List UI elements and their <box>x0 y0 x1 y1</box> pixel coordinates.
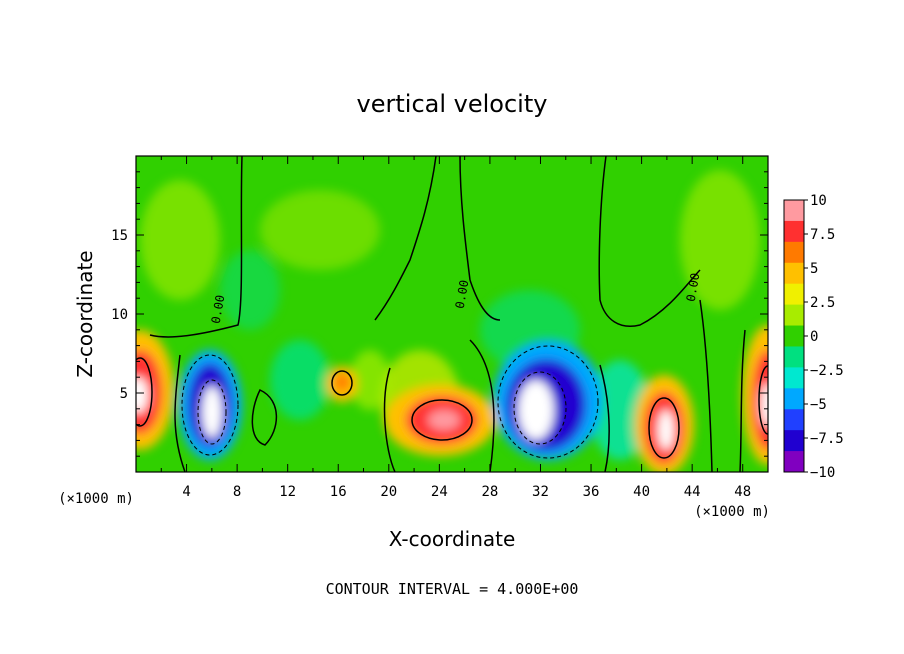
x-tick-label: 44 <box>684 484 701 500</box>
contour-label: 0.00 <box>453 279 472 310</box>
x-unit-left: (×1000 m) <box>58 491 134 507</box>
contour-neg-8 <box>513 371 567 445</box>
colorbar-swatch <box>784 283 804 306</box>
downdraft-1-core <box>202 386 222 438</box>
chart-title: vertical velocity <box>357 90 548 118</box>
colorbar-swatch <box>784 388 804 410</box>
x-tick-label: 16 <box>330 484 347 500</box>
x-unit-right: (×1000 m) <box>694 504 770 520</box>
colorbar-swatch <box>784 241 804 264</box>
contour-4 <box>648 397 680 459</box>
field-light-green <box>260 190 380 270</box>
colorbar-swatch <box>784 430 804 452</box>
x-axis: 4 8 12 16 20 24 28 32 36 40 44 48 <box>160 156 751 500</box>
y-tick-label: 5 <box>120 386 128 402</box>
updraft-left-core <box>136 377 148 413</box>
x-axis-label: X-coordinate <box>389 527 516 551</box>
zero-contour <box>598 156 701 327</box>
field-light-green <box>140 180 220 300</box>
colorbar-tick-label: −2.5 <box>810 363 844 379</box>
contour-4 <box>758 365 768 435</box>
contour-neg-4 <box>181 354 239 456</box>
colorbar-tick-label: −10 <box>810 465 835 481</box>
contour-label: 0.00 <box>684 272 703 303</box>
contour-4 <box>136 357 153 427</box>
x-tick-label: 20 <box>380 484 397 500</box>
x-tick-label: 28 <box>481 484 498 500</box>
updraft-right-core <box>761 383 768 427</box>
zero-contour <box>174 354 186 472</box>
colorbar-swatch <box>784 409 804 431</box>
contour-neg-8 <box>197 379 227 445</box>
colorbar: 10 7.5 5 2.5 0 −2.5 −5 −7.5 −10 <box>783 193 844 481</box>
y-tick-label: 10 <box>111 307 128 323</box>
updraft-2-core <box>428 410 460 430</box>
updraft-small-core <box>334 373 350 391</box>
contours <box>136 156 768 472</box>
zero-contour <box>374 156 437 321</box>
updraft-3-core <box>658 410 674 450</box>
x-tick-label: 36 <box>583 484 600 500</box>
x-tick-label: 40 <box>633 484 650 500</box>
colorbar-tick-label: 0 <box>810 329 818 345</box>
negative-contours <box>181 345 599 459</box>
colorbar-swatch <box>784 325 804 347</box>
plot-area: 0.00 0.00 0.00 <box>136 156 768 472</box>
field-yellow-patch <box>350 350 390 410</box>
contour-neg-4 <box>497 345 599 459</box>
field-cyan-patch <box>270 340 330 420</box>
downdraft-2-core <box>518 380 554 440</box>
zero-contour <box>459 156 501 321</box>
colorbar-swatch <box>784 262 804 285</box>
contour-4 <box>411 399 473 441</box>
colorbar-swatch <box>784 451 804 473</box>
contour-label-group: 0.00 0.00 0.00 <box>209 272 703 325</box>
colorbar-swatch <box>784 200 804 222</box>
field-cyan-patch <box>220 250 280 330</box>
x-tick-label: 12 <box>279 484 296 500</box>
zero-contour <box>149 156 243 338</box>
x-tick-label: 32 <box>532 484 549 500</box>
field-blobs <box>136 170 768 472</box>
y-axis: 5 10 15 <box>111 171 768 457</box>
zero-contour <box>699 299 713 472</box>
colorbar-tick-label: −5 <box>810 397 827 413</box>
colorbar-tick-label: 5 <box>810 261 818 277</box>
updraft-left-mid <box>136 350 162 434</box>
colorbar-swatch <box>784 346 804 368</box>
colorbar-tick-label: −7.5 <box>810 431 844 447</box>
x-tick-label: 48 <box>734 484 751 500</box>
colorbar-swatch <box>784 367 804 389</box>
colorbar-tick-label: 2.5 <box>810 295 835 311</box>
y-axis-label: Z-coordinate <box>73 250 97 377</box>
zero-contour <box>383 367 396 472</box>
x-tick-label: 24 <box>431 484 448 500</box>
field-light-green <box>680 170 760 310</box>
contour-4 <box>331 370 353 396</box>
colorbar-tick-label: 7.5 <box>810 227 835 243</box>
zero-contour <box>739 329 746 472</box>
zero-contour <box>251 389 278 446</box>
colorbar-swatch <box>784 220 804 243</box>
contour-label: 0.00 <box>209 294 228 325</box>
colorbar-tick-label: 10 <box>810 193 827 209</box>
zero-contour <box>469 339 495 472</box>
colorbar-swatch <box>784 304 804 327</box>
y-tick-label: 15 <box>111 228 128 244</box>
x-tick-label: 8 <box>233 484 241 500</box>
contour-interval-note: CONTOUR INTERVAL = 4.000E+00 <box>326 580 579 598</box>
zero-contour <box>599 364 610 472</box>
x-tick-label: 4 <box>182 484 190 500</box>
